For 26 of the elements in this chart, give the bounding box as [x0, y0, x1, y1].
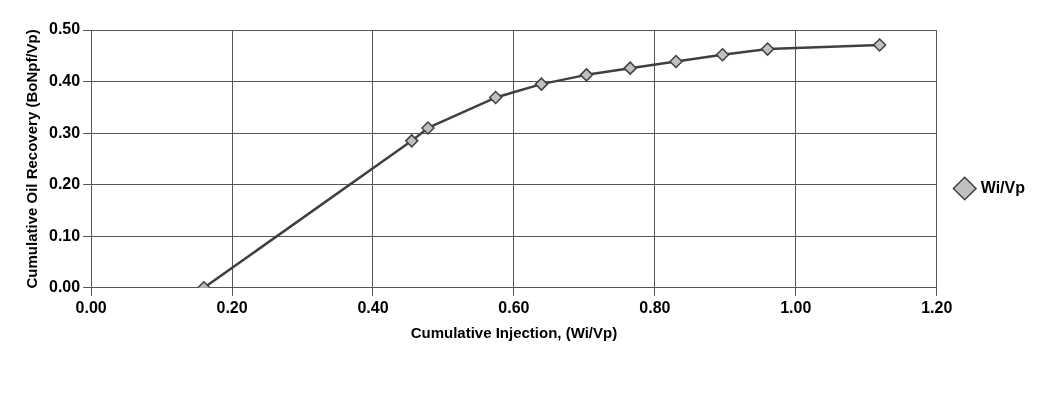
x-tick-label: 1.00 [780, 298, 812, 316]
y-tick-label: 0.20 [49, 175, 81, 193]
y-tick-label: 0.50 [49, 20, 81, 38]
point [669, 54, 683, 69]
x-tick-label: 0.20 [216, 298, 248, 316]
x-tick-label: 0.40 [357, 298, 389, 316]
y-tick-label: 0.40 [49, 71, 81, 89]
y-axis-title: Cumulative Oil Recovery (BoNpf/Vp) [23, 29, 41, 289]
point [760, 42, 775, 56]
point [534, 77, 549, 91]
point [421, 121, 435, 135]
y-tick-label: 0.00 [49, 278, 81, 296]
x-tick-label: 0.00 [75, 298, 107, 316]
x-tick-label: 1.20 [921, 298, 953, 316]
point [715, 48, 730, 62]
x-tick-label: 0.60 [498, 298, 530, 316]
x-axis-title: Cumulative Injection, (Wi/Vp) [410, 324, 618, 342]
point [872, 38, 887, 52]
point [488, 90, 503, 105]
y-tick-label: 0.10 [49, 226, 81, 244]
x-tick-label: 0.80 [639, 298, 671, 316]
point [623, 61, 637, 75]
point [579, 68, 594, 82]
point [405, 134, 419, 148]
legend-label: Wi/Vp [980, 178, 1026, 196]
y-tick-label: 0.30 [49, 123, 81, 141]
